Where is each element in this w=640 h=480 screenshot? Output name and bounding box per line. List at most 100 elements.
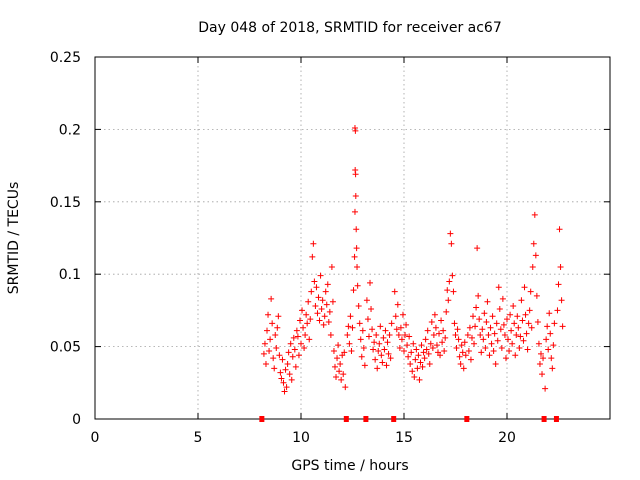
data-point (467, 356, 474, 363)
y-tick-label: 0.2 (59, 122, 81, 138)
data-point (471, 340, 478, 347)
data-point (348, 347, 355, 354)
data-point (484, 298, 491, 305)
data-point (551, 320, 558, 327)
data-point (379, 359, 386, 366)
data-point (268, 295, 275, 302)
data-point (418, 342, 425, 349)
data-point (441, 347, 448, 354)
data-point (496, 305, 503, 312)
data-point (476, 316, 483, 323)
data-point (445, 297, 452, 304)
data-point (288, 376, 295, 383)
data-point (337, 360, 344, 367)
data-point (351, 253, 358, 260)
data-point (271, 365, 278, 372)
data-point (540, 355, 547, 362)
data-point (318, 305, 325, 312)
axis-ticks: 0 5 10 15 20 0 0.05 0.1 0.15 0.2 0.25 (50, 50, 610, 446)
data-point (460, 365, 467, 372)
data-point (312, 303, 319, 310)
data-point (510, 303, 517, 310)
data-point (325, 318, 332, 325)
data-point (453, 345, 460, 352)
data-point (438, 317, 445, 324)
data-point (314, 310, 321, 317)
data-point (320, 321, 327, 328)
data-point (279, 356, 286, 363)
data-point (374, 365, 381, 372)
data-point (532, 252, 539, 259)
data-point (504, 316, 510, 323)
data-point (501, 332, 508, 339)
data-point (353, 245, 360, 252)
data-point (402, 332, 409, 339)
data-point (359, 327, 366, 334)
data-point (317, 272, 324, 279)
data-point (367, 279, 374, 286)
data-point (309, 253, 316, 260)
data-point (294, 333, 301, 340)
data-point (296, 317, 303, 324)
data-point (335, 342, 342, 349)
data-point (393, 326, 400, 333)
data-point (292, 363, 299, 370)
data-point (495, 284, 502, 291)
data-point (442, 334, 449, 341)
gap-marker (541, 416, 547, 422)
y-tick-label: 0 (72, 412, 81, 428)
data-point (481, 310, 488, 317)
data-point (282, 366, 289, 373)
data-point (444, 287, 451, 294)
data-point (357, 336, 364, 343)
data-point (417, 359, 424, 366)
data-point (391, 288, 398, 295)
data-point (456, 353, 463, 360)
x-tick-label: 0 (91, 430, 100, 446)
data-point (514, 313, 521, 320)
data-point (448, 240, 455, 247)
chart-title: Day 048 of 2018, SRMTID for receiver ac6… (198, 20, 502, 36)
data-point (283, 384, 290, 391)
data-point (303, 311, 310, 318)
data-point (369, 326, 376, 333)
data-point (475, 292, 482, 299)
data-point (487, 324, 494, 331)
data-point (299, 307, 306, 314)
data-point (536, 360, 543, 367)
data-point (315, 294, 322, 301)
data-point (479, 326, 486, 333)
data-point (534, 318, 541, 325)
gap-markers (259, 416, 559, 422)
data-point (516, 345, 523, 352)
data-point (378, 352, 385, 359)
data-point (415, 352, 422, 359)
data-point (289, 353, 296, 360)
data-point (324, 281, 331, 288)
data-point (548, 355, 555, 362)
data-point (427, 340, 434, 347)
gap-marker (553, 416, 559, 422)
data-point (340, 371, 347, 378)
data-point (351, 208, 358, 215)
data-point (327, 332, 334, 339)
data-point (518, 297, 525, 304)
data-point (360, 345, 367, 352)
data-point (285, 349, 292, 356)
data-point (356, 320, 363, 327)
data-point (443, 308, 450, 315)
data-point (407, 360, 414, 367)
data-point (405, 353, 412, 360)
data-point (361, 362, 368, 369)
data-point (530, 240, 537, 247)
data-point (272, 332, 279, 339)
data-point (371, 339, 378, 346)
data-point (306, 336, 313, 343)
data-point (269, 320, 276, 327)
data-point (313, 284, 320, 291)
data-point (354, 282, 361, 289)
data-point (408, 349, 415, 356)
data-point (426, 360, 433, 367)
data-point (550, 342, 557, 349)
